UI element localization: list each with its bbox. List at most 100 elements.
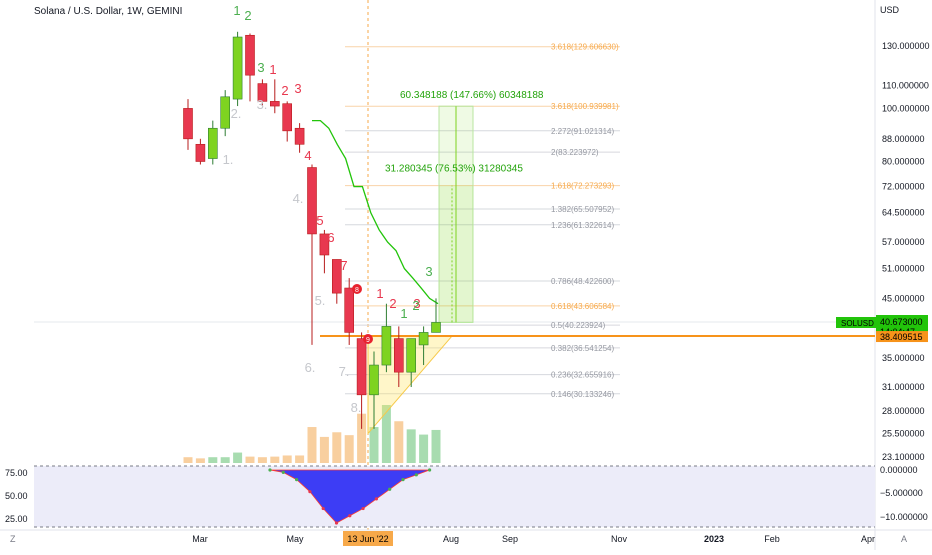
last-price-label: 40.673000: [880, 317, 923, 327]
volume-bar: [257, 457, 267, 463]
volume-bar: [431, 429, 441, 463]
candle-body: [331, 259, 342, 294]
candle-body: [269, 101, 280, 107]
volume-bar: [381, 405, 391, 463]
price-axis-label: 28.000000: [882, 406, 925, 416]
fib-level-label: 0.236(32.655916): [551, 371, 615, 380]
indicator-point: [268, 468, 272, 472]
count-label: 2.: [231, 106, 242, 121]
time-axis-label: Aug: [443, 534, 459, 544]
fib-level-label: 1.236(61.322614): [551, 221, 615, 230]
price-axis-label: 80.000000: [882, 156, 925, 166]
volume-bar: [319, 436, 329, 463]
fib-level-label: 0.382(36.541254): [551, 344, 615, 353]
time-axis-label: Nov: [611, 534, 628, 544]
volume-bar: [282, 455, 292, 463]
indicator-right-label: −5.000000: [880, 488, 923, 498]
count-label: 3: [294, 81, 301, 96]
price-axis-label: 110.000000: [882, 81, 929, 91]
time-axis-label: Apr: [861, 534, 875, 544]
indicator-point: [388, 487, 392, 491]
crosshair-date-tag: [343, 531, 393, 546]
fib-level-label: 0.618(43.606584): [551, 302, 615, 311]
count-label: 1.: [223, 152, 234, 167]
symbol-tag: [836, 317, 876, 328]
fib-level-label: 1.382(65.507952): [551, 205, 615, 214]
price-axis-label: 64.500000: [882, 208, 925, 218]
candle-body: [282, 103, 293, 132]
candle-body: [406, 338, 417, 373]
fib-level-label: 2.272(91.021314): [551, 127, 615, 136]
signal-marker: [363, 334, 373, 344]
volume-bar: [233, 452, 243, 463]
volume-bar: [295, 455, 305, 463]
time-axis-label: 2023: [704, 534, 724, 544]
indicator-point: [308, 490, 312, 494]
indicator-point: [281, 470, 285, 475]
candle-body: [369, 364, 379, 396]
volume-bar: [369, 427, 379, 463]
candle-body: [257, 83, 268, 102]
price-axis-label: 23.100000: [882, 452, 925, 462]
fib-level-label: 0.5(40.223924): [551, 321, 606, 330]
candle-body: [294, 127, 305, 145]
candle-body: [232, 36, 243, 100]
count-label: 8.: [351, 400, 362, 415]
signal-marker-label: 9: [366, 337, 370, 344]
price-axis-label: 51.000000: [882, 264, 925, 274]
signal-marker: [352, 284, 362, 294]
count-label: 3: [257, 60, 264, 75]
volume-bar: [195, 458, 205, 463]
fib-level-label: 1.618(72.273293): [551, 182, 615, 191]
count-label: 4.: [293, 191, 304, 206]
count-label: 7.: [339, 364, 350, 379]
support-price-tag: [876, 331, 928, 343]
fib-level-label: 0.786(48.422600): [551, 277, 615, 286]
candle-body: [381, 326, 392, 366]
count-label: 2: [281, 83, 288, 98]
volume-bar: [220, 457, 230, 463]
count-label: 2: [389, 296, 396, 311]
volume-bar: [344, 435, 354, 463]
candle-body: [245, 34, 255, 76]
price-axis-label: 100.000000: [882, 103, 930, 113]
candle-body: [307, 167, 317, 235]
price-axis-label: 35.000000: [882, 353, 925, 363]
price-axis-label: 31.000000: [882, 382, 925, 392]
volume-bar: [419, 434, 429, 463]
indicator-left-label: 50.00: [5, 491, 28, 501]
candle-body: [393, 338, 404, 373]
axis-z-button: Z: [10, 534, 16, 544]
symbol-tag-label: SOLUSD: [841, 319, 874, 328]
chart-title: Solana / U.S. Dollar, 1W, GEMINI: [34, 6, 183, 17]
count-label: 3: [413, 296, 420, 311]
count-label: 5: [316, 213, 323, 228]
trailing-stop-line: [312, 119, 439, 305]
time-axis-label: Feb: [764, 534, 780, 544]
candle-body: [220, 96, 230, 129]
time-axis-label: May: [286, 534, 304, 544]
indicator-area: [269, 469, 430, 524]
volume-bar: [394, 421, 404, 463]
count-label: 4: [304, 148, 311, 163]
count-label: 5.: [315, 293, 326, 308]
indicator-point: [374, 497, 378, 501]
indicator-point: [401, 478, 405, 482]
indicator-point: [348, 514, 352, 518]
fib-level-label: 2(83.223972): [551, 148, 599, 157]
count-label: 6: [327, 230, 334, 245]
candle-body: [418, 332, 429, 346]
count-label: 1: [400, 306, 407, 321]
fib-level-label: 3.618(100.939981): [551, 102, 619, 111]
candle-body: [431, 322, 441, 333]
price-axis-label: 130.000000: [882, 41, 930, 51]
count-label: 2: [244, 8, 251, 23]
currency-label: USD: [880, 5, 900, 15]
signal-marker-label: 8: [355, 287, 359, 294]
candle-body: [195, 143, 206, 162]
candle-body: [183, 108, 193, 140]
volume-bar: [332, 432, 342, 463]
